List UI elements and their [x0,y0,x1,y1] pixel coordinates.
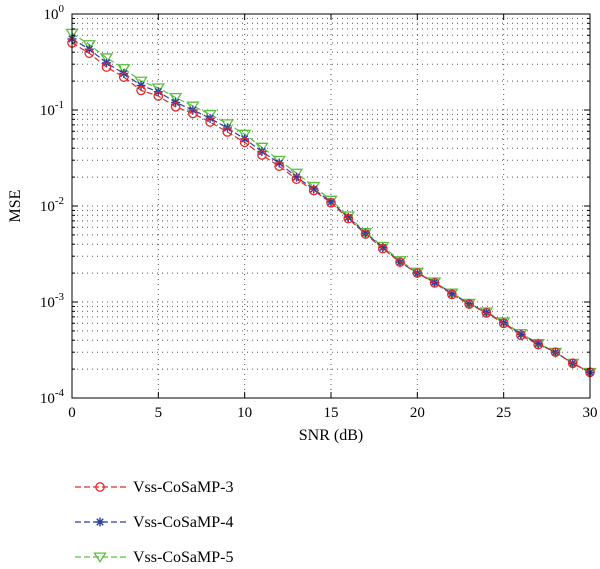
x-tick-label: 10 [237,405,252,421]
data-point [136,85,146,96]
data-point [170,101,181,112]
legend-marker [93,552,107,563]
data-point [498,318,509,329]
data-point [393,256,407,267]
data-point [481,308,492,318]
data-point [84,48,95,59]
data-point [533,339,544,350]
y-tick-label: 10-3 [40,291,65,311]
x-tick-label: 15 [324,405,339,421]
legend-item: Vss-CoSaMP-4 [75,514,233,531]
data-point [220,119,235,130]
data-point [447,289,457,300]
data-point [153,91,164,101]
series-line [71,42,591,373]
data-point [308,185,319,196]
data-point [550,347,561,358]
data-point [274,161,285,172]
legend-label: Vss-CoSaMP-4 [133,514,233,531]
data-point [99,53,114,64]
data-point [343,213,354,224]
data-point [136,80,146,90]
y-tick-label: 10-4 [40,387,65,407]
legend-item: Vss-CoSaMP-3 [75,479,233,496]
x-tick-label: 0 [68,405,76,421]
legend-marker [95,517,105,527]
data-point [237,129,252,141]
data-point [118,72,129,82]
grid [72,14,590,398]
legend-marker [95,482,105,492]
data-point [101,62,112,72]
axis-ticks: 0 5 10 15 20 25 30 10-4 10-3 10-2 10-1 100 [40,3,598,421]
series-vss-cosamp-3 [67,38,595,378]
y-tick-label: 100 [44,3,65,23]
data-point [222,127,233,137]
series-lines [65,28,597,379]
x-axis-label: SNR (dB) [299,427,363,444]
x-tick-label: 20 [410,405,425,421]
data-point [255,142,269,154]
series-vss-cosamp-4 [67,34,595,377]
data-point [257,150,267,160]
data-point [567,358,578,369]
legend-item: Vss-CoSaMP-5 [75,549,233,566]
data-point [360,229,371,239]
data-point [429,278,440,288]
data-point [168,92,183,104]
data-point [239,137,250,148]
y-axis-label: MSE [7,190,24,223]
data-point [291,174,302,185]
legend: Vss-CoSaMP-3 Vss-CoSaMP-4 Vss-CoSaMP-5 [75,479,233,566]
data-point [516,330,526,341]
legend-label: Vss-CoSaMP-5 [133,549,233,566]
y-tick-label: 10-1 [40,99,64,119]
data-point [395,257,405,268]
data-point [205,117,215,127]
y-tick-label: 10-2 [40,195,64,215]
data-point [82,40,96,51]
data-point [117,64,131,75]
x-tick-label: 30 [583,405,598,421]
data-point [377,243,388,254]
legend-label: Vss-CoSaMP-3 [133,479,233,496]
data-point [134,76,148,87]
x-tick-label: 25 [496,405,511,421]
data-point [412,268,423,278]
x-tick-label: 5 [155,405,163,421]
data-point [464,299,474,309]
data-point [326,197,336,208]
data-point [188,108,198,119]
